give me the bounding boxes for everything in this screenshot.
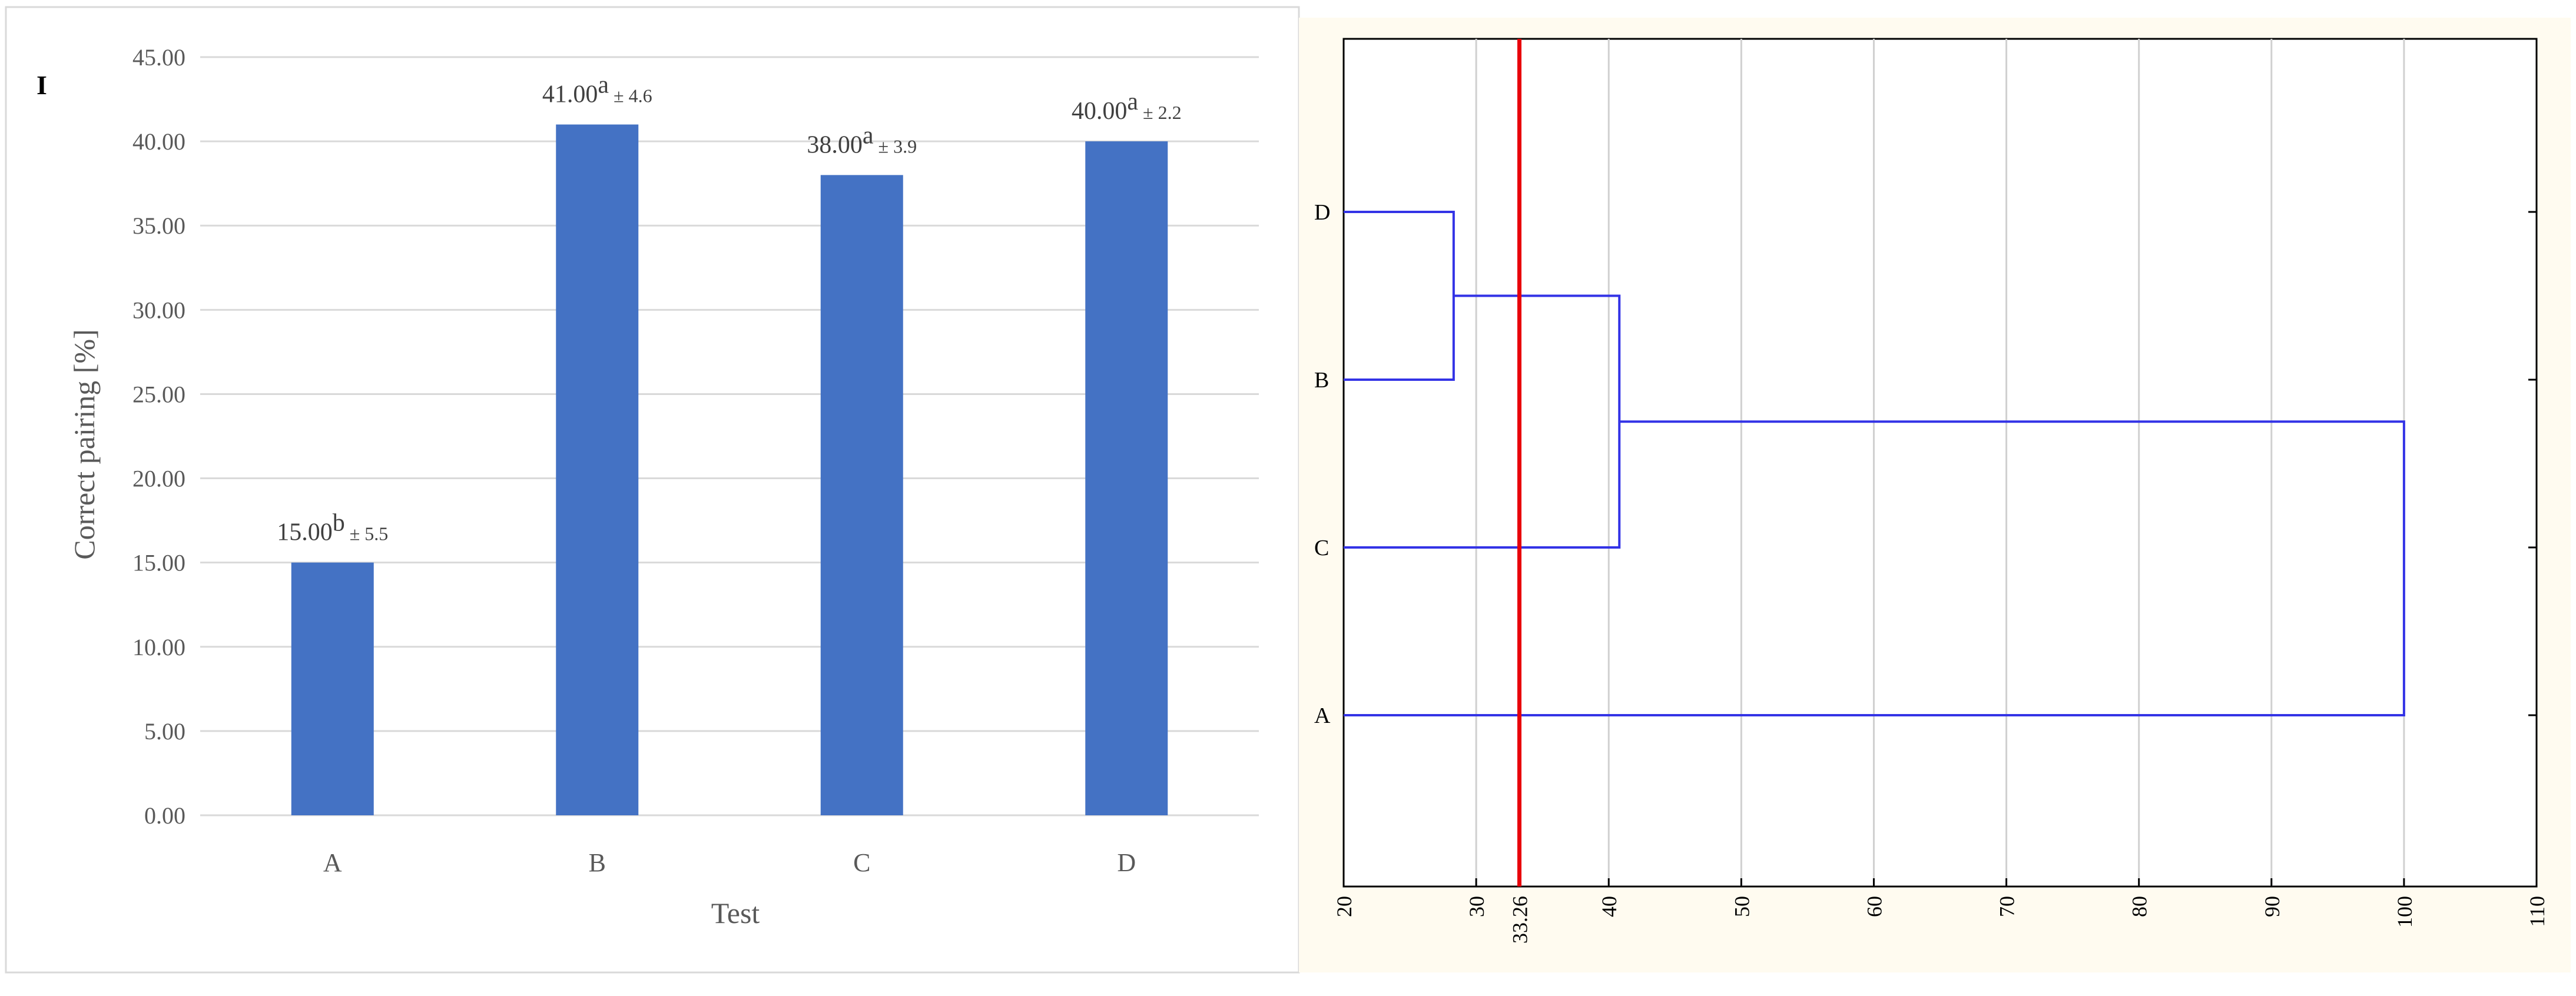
- bar-label-error: ± 5.5: [350, 523, 389, 545]
- bar-label-value: 38.00: [807, 131, 863, 158]
- bar-y-tick-label: 25.00: [132, 381, 185, 407]
- bar-label-value: 15.00: [277, 519, 333, 546]
- bar-b: [556, 124, 639, 815]
- bar-x-tick-label: D: [1117, 848, 1136, 877]
- dendrogram-leaf-labels: D B C A: [1314, 200, 2537, 728]
- bar-data-label: 41.00a ± 4.6: [542, 71, 652, 108]
- dendrogram-leaf-label: C: [1314, 536, 1329, 560]
- bar-label-error: ± 4.6: [614, 85, 652, 106]
- cutoff-label: 33.26: [1508, 896, 1531, 944]
- bar-y-tick-label: 15.00: [132, 550, 185, 576]
- dendrogram-x-tick-label: 20: [1332, 896, 1356, 917]
- bar-data-label: 38.00a ± 3.9: [807, 122, 917, 158]
- dendrogram-link: [1344, 420, 2405, 716]
- bar-data-label: 40.00a ± 2.2: [1072, 88, 1182, 125]
- bar-a: [291, 562, 374, 815]
- bar-y-tick-label: 0.00: [144, 802, 185, 829]
- bar-gridlines: [200, 56, 1259, 816]
- dendrogram-leaf-label: A: [1314, 703, 1331, 728]
- bar-y-tick-label: 10.00: [132, 634, 185, 660]
- bar-y-tick-label: 40.00: [132, 128, 185, 155]
- dendrogram-x-tick-label: 50: [1730, 896, 1753, 917]
- dendrogram-x-tick-label: 100: [2393, 896, 2416, 928]
- cutoff-line-group: 33.26: [1508, 39, 1531, 944]
- bar-label-letter: a: [1127, 88, 1138, 115]
- y-axis-title: Correct pairing [%]: [68, 329, 101, 560]
- dendrogram-x-tick-label: 60: [1862, 896, 1886, 917]
- panel-label-i: I: [37, 70, 47, 100]
- dendrogram-x-tick-label: 110: [2525, 896, 2549, 927]
- dendrogram-links: [1344, 211, 2405, 716]
- bar-y-tick-label: 30.00: [132, 297, 185, 323]
- dendrogram-x-tick-label: 70: [1995, 896, 2019, 917]
- bar-d: [1085, 141, 1168, 816]
- bar-c: [820, 175, 903, 815]
- bar-y-tick-label: 20.00: [132, 466, 185, 492]
- bar-label-error: ± 3.9: [878, 135, 917, 157]
- x-axis-title: Test: [711, 897, 760, 929]
- bar-y-tick-label: 35.00: [132, 213, 185, 239]
- bar-label-value: 40.00: [1072, 98, 1128, 125]
- dendrogram-x-tick-label: 80: [2128, 896, 2151, 917]
- bar-label-letter: a: [863, 122, 874, 149]
- bar-data-labels: 15.00b ± 5.541.00a ± 4.638.00a ± 3.940.00a ±…: [277, 71, 1181, 546]
- bar-x-tick-label: A: [323, 848, 342, 877]
- bar-label-letter: a: [598, 71, 609, 98]
- dendrogram-leaf-label: D: [1314, 200, 1330, 225]
- bar-label-value: 41.00: [542, 81, 598, 108]
- dendrogram-x-ticks: 20 30 40 50 60 70 80 90 100 110: [1332, 878, 2549, 928]
- dendrogram-x-tick-label: 30: [1465, 896, 1488, 917]
- bar-chart-panel: I 0.00 5.00 10.00 15.00 20.00 25.00 30.00 35.00…: [5, 6, 1300, 974]
- bar-x-ticks: A B C D: [323, 848, 1136, 877]
- bar-label-error: ± 2.2: [1143, 102, 1182, 123]
- bar-series: [291, 124, 1168, 816]
- dendrogram-x-tick-label: 90: [2260, 896, 2284, 917]
- dendrogram-leaf-label: B: [1314, 368, 1329, 393]
- bar-chart-frame: [5, 6, 1300, 974]
- bar-y-tick-label: 45.00: [132, 44, 185, 71]
- bar-x-tick-label: C: [853, 848, 870, 877]
- bar-x-tick-label: B: [589, 848, 606, 877]
- bar-y-tick-label: 5.00: [144, 718, 185, 745]
- dendrogram-plot-area: [1342, 38, 2538, 888]
- bar-label-letter: b: [333, 510, 345, 537]
- dendrogram-x-tick-label: 40: [1597, 896, 1621, 917]
- bar-data-label: 15.00b ± 5.5: [277, 510, 388, 546]
- bar-y-ticks: 0.00 5.00 10.00 15.00 20.00 25.00 30.00 35.00 40…: [132, 44, 185, 829]
